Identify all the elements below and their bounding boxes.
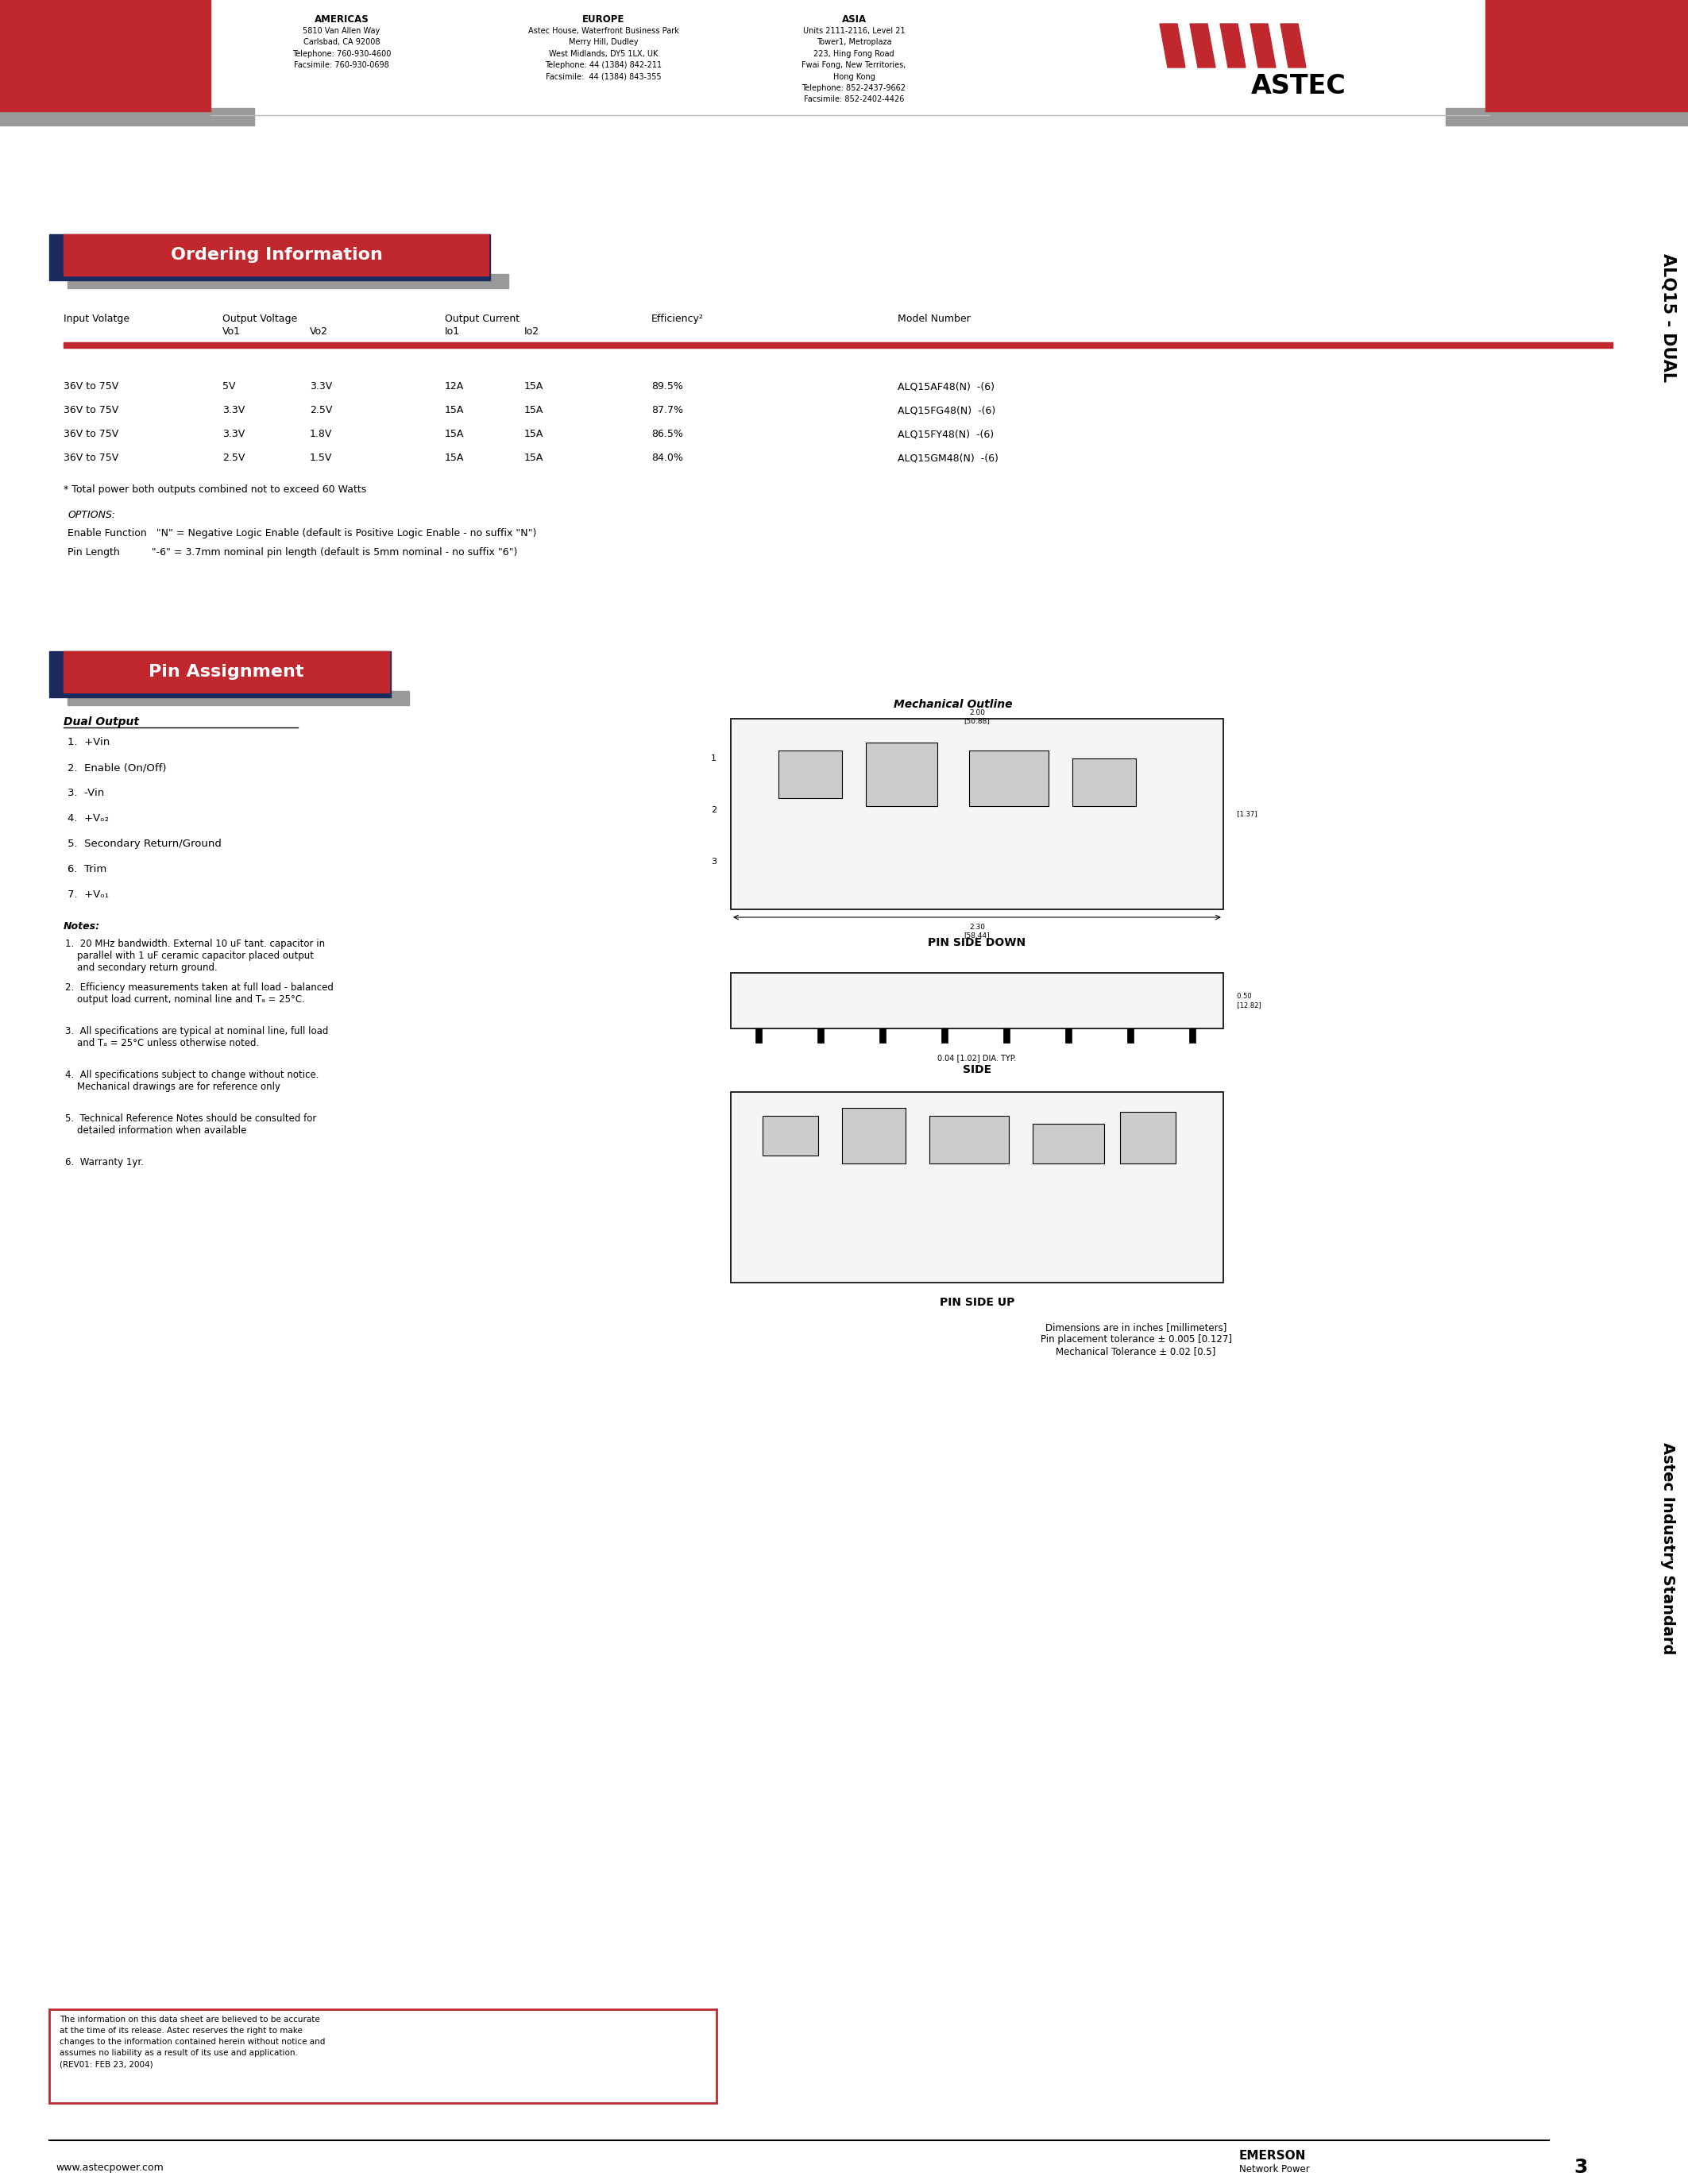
Text: 6.  Trim: 6. Trim xyxy=(68,865,106,874)
Text: Vo1: Vo1 xyxy=(223,325,241,336)
Text: ASIA: ASIA xyxy=(842,15,866,24)
Bar xyxy=(49,234,490,280)
Polygon shape xyxy=(1281,24,1307,68)
Text: 84.0%: 84.0% xyxy=(652,452,684,463)
Text: 2: 2 xyxy=(711,806,716,815)
Text: 2.30
[58.44]: 2.30 [58.44] xyxy=(964,924,989,939)
Text: ALQ15AF48(N)  -(6): ALQ15AF48(N) -(6) xyxy=(898,382,994,391)
Text: ASTEC: ASTEC xyxy=(1251,72,1347,98)
Text: 5.  Secondary Return/Ground: 5. Secondary Return/Ground xyxy=(68,839,221,850)
Text: 2.00
[50.88]: 2.00 [50.88] xyxy=(964,710,991,725)
Text: Output Current: Output Current xyxy=(446,314,520,323)
Text: 36V to 75V: 36V to 75V xyxy=(64,428,118,439)
Text: Io2: Io2 xyxy=(525,325,540,336)
Bar xyxy=(1072,758,1136,806)
Text: ALQ15FY48(N)  -(6): ALQ15FY48(N) -(6) xyxy=(898,428,994,439)
Text: 36V to 75V: 36V to 75V xyxy=(64,452,118,463)
Text: Efficiency²: Efficiency² xyxy=(652,314,704,323)
Text: ALQ15GM48(N)  -(6): ALQ15GM48(N) -(6) xyxy=(898,452,998,463)
Text: PIN SIDE DOWN: PIN SIDE DOWN xyxy=(928,937,1026,948)
Text: EUROPE: EUROPE xyxy=(582,15,625,24)
Text: Astec Industry Standard: Astec Industry Standard xyxy=(1661,1441,1676,1655)
Text: AMERICAS: AMERICAS xyxy=(314,15,370,24)
Bar xyxy=(1121,1112,1175,1164)
Text: [1.37]: [1.37] xyxy=(1232,810,1258,817)
Text: 2.  Enable (On/Off): 2. Enable (On/Off) xyxy=(68,762,167,773)
Text: SIDE: SIDE xyxy=(962,1064,991,1075)
Text: 15A: 15A xyxy=(525,452,544,463)
Bar xyxy=(64,651,390,692)
Text: 2.5V: 2.5V xyxy=(223,452,245,463)
Text: 1.8V: 1.8V xyxy=(311,428,333,439)
Bar xyxy=(866,743,937,806)
Bar xyxy=(1128,1029,1134,1042)
Text: 6.  Warranty 1yr.: 6. Warranty 1yr. xyxy=(66,1158,143,1168)
Text: 15A: 15A xyxy=(525,404,544,415)
Text: 4.  +Vₒ₂: 4. +Vₒ₂ xyxy=(68,812,108,823)
Bar xyxy=(1445,107,1688,124)
Text: 12A: 12A xyxy=(446,382,464,391)
Bar xyxy=(49,2009,716,2103)
Bar xyxy=(49,651,392,697)
Polygon shape xyxy=(1251,24,1276,68)
Text: 4.  All specifications subject to change without notice.
    Mechanical drawings: 4. All specifications subject to change … xyxy=(66,1070,319,1092)
Text: PIN SIDE UP: PIN SIDE UP xyxy=(940,1297,1014,1308)
Text: Units 2111-2116, Level 21
Tower1, Metroplaza
223, Hing Fong Road
Fwai Fong, New : Units 2111-2116, Level 21 Tower1, Metrop… xyxy=(802,26,906,103)
Text: www.astecpower.com: www.astecpower.com xyxy=(56,2162,164,2173)
Bar xyxy=(68,690,408,705)
Text: Notes:: Notes: xyxy=(64,922,100,933)
Polygon shape xyxy=(1160,24,1185,68)
Bar xyxy=(879,1029,886,1042)
Text: Vo2: Vo2 xyxy=(311,325,327,336)
Text: 15A: 15A xyxy=(525,428,544,439)
Text: 5V: 5V xyxy=(223,382,236,391)
Bar xyxy=(64,234,488,275)
Text: 36V to 75V: 36V to 75V xyxy=(64,382,118,391)
Bar xyxy=(64,343,1612,347)
Text: 3: 3 xyxy=(1573,2158,1588,2177)
Text: 1.  +Vin: 1. +Vin xyxy=(68,736,110,747)
Text: 87.7%: 87.7% xyxy=(652,404,684,415)
Text: 86.5%: 86.5% xyxy=(652,428,684,439)
Text: Network Power: Network Power xyxy=(1239,2164,1310,2175)
Text: Model Number: Model Number xyxy=(898,314,971,323)
Text: 15A: 15A xyxy=(446,428,464,439)
Bar xyxy=(763,1116,819,1155)
Text: The information on this data sheet are believed to be accurate
at the time of it: The information on this data sheet are b… xyxy=(59,2016,326,2068)
Bar xyxy=(817,1029,824,1042)
Text: Astec House, Waterfront Business Park
Merry Hill, Dudley
West Midlands, DY5 1LX,: Astec House, Waterfront Business Park Me… xyxy=(528,26,679,81)
Text: 15A: 15A xyxy=(446,452,464,463)
Bar xyxy=(1003,1029,1009,1042)
Bar xyxy=(842,1107,905,1164)
Text: Input Volatge: Input Volatge xyxy=(64,314,130,323)
Text: 0.04 [1.02] DIA. TYP.: 0.04 [1.02] DIA. TYP. xyxy=(937,1055,1016,1061)
Text: Pin Assignment: Pin Assignment xyxy=(149,664,304,679)
Bar xyxy=(1485,0,1688,111)
Text: OPTIONS:: OPTIONS: xyxy=(68,509,115,520)
Text: Dual Output: Dual Output xyxy=(64,716,138,727)
Text: Dimensions are in inches [millimeters]
Pin placement tolerance ± 0.005 [0.127]
M: Dimensions are in inches [millimeters] P… xyxy=(1040,1321,1232,1356)
Text: 1: 1 xyxy=(711,753,716,762)
Bar xyxy=(68,273,508,288)
Text: 3.3V: 3.3V xyxy=(311,382,333,391)
Text: 2.5V: 2.5V xyxy=(311,404,333,415)
Bar xyxy=(969,751,1048,806)
Text: 3: 3 xyxy=(711,858,716,865)
Bar xyxy=(0,0,211,111)
Text: 7.  +Vₒ₁: 7. +Vₒ₁ xyxy=(68,889,108,900)
Text: ALQ15FG48(N)  -(6): ALQ15FG48(N) -(6) xyxy=(898,404,996,415)
Bar xyxy=(731,719,1224,909)
Text: 15A: 15A xyxy=(525,382,544,391)
Text: 36V to 75V: 36V to 75V xyxy=(64,404,118,415)
Bar xyxy=(778,751,842,797)
Text: Output Voltage: Output Voltage xyxy=(223,314,297,323)
Text: 2.  Efficiency measurements taken at full load - balanced
    output load curren: 2. Efficiency measurements taken at full… xyxy=(66,983,334,1005)
Text: EMERSON: EMERSON xyxy=(1239,2149,1307,2162)
Text: Enable Function   "N" = Negative Logic Enable (default is Positive Logic Enable : Enable Function "N" = Negative Logic Ena… xyxy=(68,529,537,539)
Text: 3.3V: 3.3V xyxy=(223,428,245,439)
Text: Pin Length          "-6" = 3.7mm nominal pin length (default is 5mm nominal - no: Pin Length "-6" = 3.7mm nominal pin leng… xyxy=(68,548,518,557)
Text: 3.3V: 3.3V xyxy=(223,404,245,415)
Bar xyxy=(1188,1029,1195,1042)
Text: 0.50
  [12.82]: 0.50 [12.82] xyxy=(1232,994,1261,1009)
Polygon shape xyxy=(1190,24,1215,68)
